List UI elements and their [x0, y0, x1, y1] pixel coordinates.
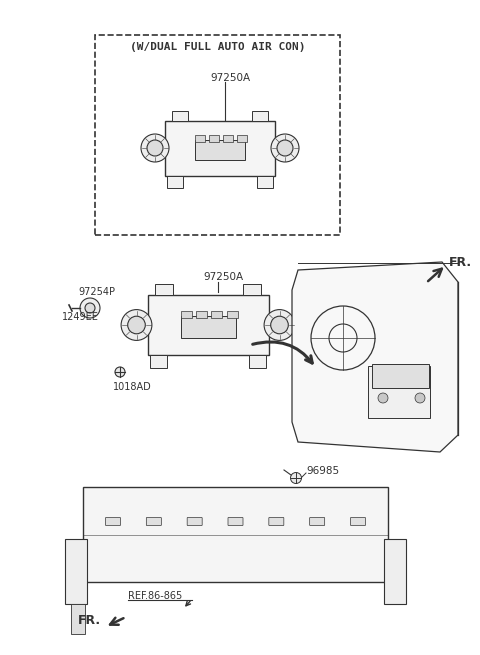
Text: (W/DUAL FULL AUTO AIR CON): (W/DUAL FULL AUTO AIR CON)	[130, 42, 305, 52]
FancyBboxPatch shape	[368, 366, 430, 418]
Text: 1018AD: 1018AD	[113, 382, 152, 392]
FancyBboxPatch shape	[65, 539, 87, 604]
Text: 97250A: 97250A	[210, 73, 250, 83]
FancyBboxPatch shape	[228, 517, 243, 525]
Circle shape	[115, 367, 125, 377]
FancyBboxPatch shape	[172, 111, 188, 121]
FancyBboxPatch shape	[257, 176, 273, 187]
FancyBboxPatch shape	[83, 487, 388, 582]
FancyBboxPatch shape	[269, 517, 284, 525]
Circle shape	[147, 140, 163, 156]
Text: FR.: FR.	[78, 614, 101, 627]
Text: 96985: 96985	[306, 466, 339, 476]
FancyBboxPatch shape	[195, 135, 205, 142]
FancyBboxPatch shape	[372, 364, 429, 388]
Text: 97250A: 97250A	[203, 272, 243, 282]
FancyBboxPatch shape	[310, 517, 324, 525]
FancyBboxPatch shape	[187, 517, 202, 525]
FancyBboxPatch shape	[252, 111, 268, 121]
FancyBboxPatch shape	[180, 310, 192, 318]
FancyBboxPatch shape	[223, 135, 233, 142]
FancyBboxPatch shape	[384, 539, 406, 604]
Circle shape	[378, 393, 388, 403]
Circle shape	[141, 134, 169, 162]
Text: FR.: FR.	[449, 255, 472, 269]
FancyBboxPatch shape	[249, 355, 266, 369]
Text: REF.86-865: REF.86-865	[128, 591, 182, 601]
FancyBboxPatch shape	[150, 355, 168, 369]
FancyBboxPatch shape	[147, 295, 268, 355]
Circle shape	[415, 393, 425, 403]
Polygon shape	[292, 262, 458, 452]
FancyBboxPatch shape	[106, 517, 120, 525]
FancyBboxPatch shape	[155, 284, 173, 295]
FancyBboxPatch shape	[195, 140, 245, 160]
Circle shape	[80, 298, 100, 318]
FancyBboxPatch shape	[227, 310, 238, 318]
Text: 1249EE: 1249EE	[62, 312, 99, 322]
FancyBboxPatch shape	[146, 517, 161, 525]
FancyBboxPatch shape	[165, 121, 275, 176]
FancyBboxPatch shape	[237, 135, 247, 142]
FancyBboxPatch shape	[167, 176, 183, 187]
Text: 97254P: 97254P	[78, 287, 115, 297]
FancyBboxPatch shape	[196, 310, 207, 318]
FancyBboxPatch shape	[350, 517, 365, 525]
FancyBboxPatch shape	[243, 284, 261, 295]
Circle shape	[121, 310, 152, 341]
FancyBboxPatch shape	[209, 135, 219, 142]
Circle shape	[271, 316, 288, 334]
FancyBboxPatch shape	[180, 316, 236, 338]
Circle shape	[277, 140, 293, 156]
FancyBboxPatch shape	[211, 310, 222, 318]
Circle shape	[264, 310, 295, 341]
FancyBboxPatch shape	[71, 604, 85, 634]
Circle shape	[290, 472, 301, 483]
Circle shape	[271, 134, 299, 162]
Circle shape	[85, 303, 95, 313]
Circle shape	[128, 316, 145, 334]
